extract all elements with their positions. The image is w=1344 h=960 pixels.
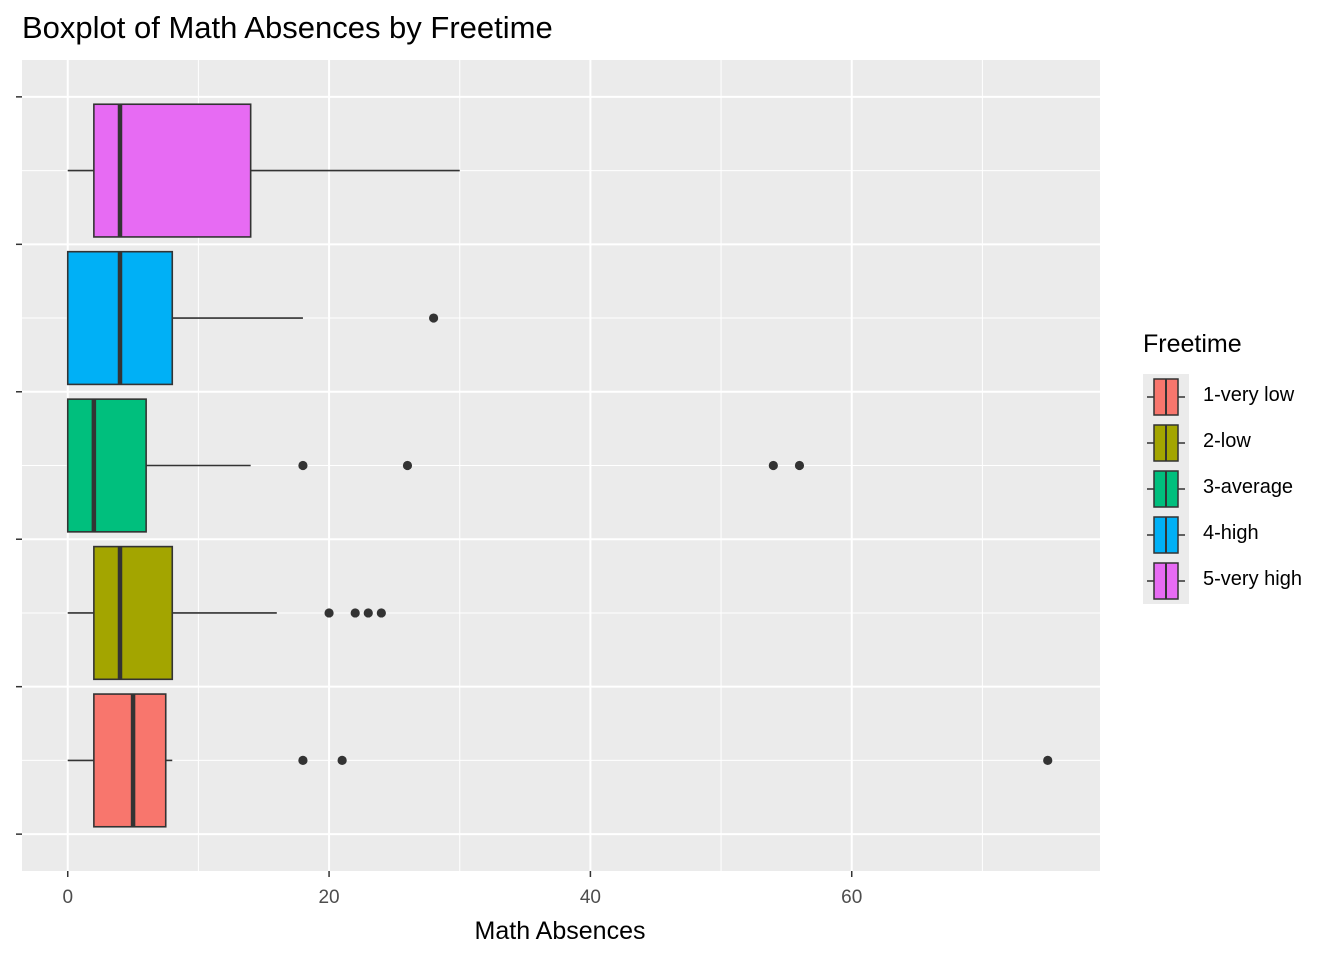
legend-label: 5-very high	[1203, 568, 1302, 590]
legend-item: 2-low	[1143, 420, 1343, 466]
x-tick-label: 20	[318, 887, 339, 908]
legend-item: 5-very high	[1143, 558, 1343, 604]
outlier-point	[402, 460, 413, 471]
outlier-point	[363, 608, 373, 618]
box-5-very-high	[67, 103, 460, 238]
box-1-very-low	[67, 693, 1053, 828]
legend: Freetime 1-very low 2-low 3-average 4-high 5…	[1143, 330, 1302, 604]
outlier-point	[350, 608, 360, 618]
legend-item: 4-high	[1143, 512, 1343, 558]
legend-key	[1147, 424, 1185, 462]
chart-title: Boxplot of Math Absences by Freetime	[22, 10, 553, 45]
outlier-point	[794, 460, 805, 471]
legend-title: Freetime	[1143, 330, 1242, 358]
box-iqr	[93, 545, 174, 681]
legend-key	[1147, 378, 1185, 416]
box-3-average	[66, 398, 805, 533]
x-tick-label: 40	[580, 887, 601, 908]
legend-label: 4-high	[1203, 522, 1259, 544]
box-4-high	[66, 250, 439, 386]
legend-label: 3-average	[1203, 476, 1294, 498]
outlier-point	[298, 460, 308, 471]
outlier-point	[337, 755, 347, 766]
box-iqr	[93, 693, 167, 828]
outlier-point	[768, 460, 778, 471]
x-tick-label: 60	[841, 887, 862, 908]
legend-label: 2-low	[1203, 430, 1251, 452]
box-2-low	[67, 545, 386, 681]
boxes	[66, 103, 1053, 828]
legend-label: 1-very low	[1203, 384, 1295, 406]
x-axis-title: Math Absences	[475, 917, 646, 945]
outlier-point	[298, 755, 308, 766]
outlier-point	[376, 608, 386, 618]
legend-item: 1-very low	[1143, 374, 1343, 420]
x-tick-label: 0	[62, 887, 73, 908]
legend-key	[1147, 516, 1185, 554]
axes: 0 20 40 60	[16, 96, 862, 908]
legend-item: 3-average	[1143, 466, 1343, 512]
outlier-point	[429, 313, 439, 323]
outlier-point	[1043, 755, 1053, 766]
legend-key	[1147, 562, 1185, 600]
grid-lines	[22, 60, 1100, 871]
box-iqr	[93, 103, 252, 238]
box-iqr	[66, 398, 147, 533]
outlier-point	[324, 608, 334, 618]
legend-key	[1147, 470, 1185, 508]
